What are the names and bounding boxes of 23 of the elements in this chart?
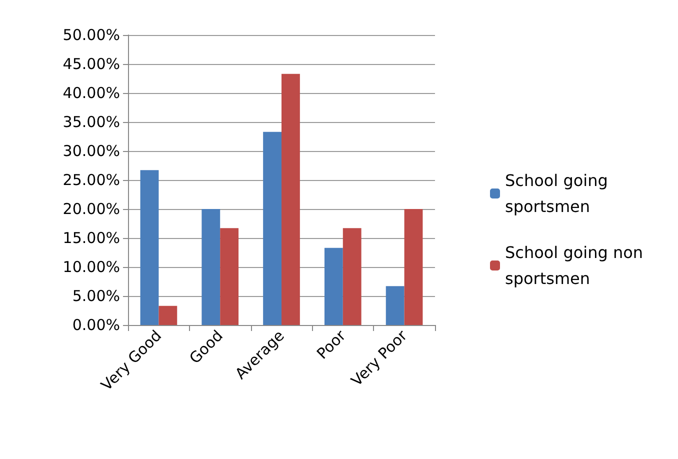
y-tick-label: 45.00% xyxy=(62,55,120,73)
y-tick-label: 40.00% xyxy=(62,84,120,102)
bar xyxy=(282,74,300,325)
y-tick-label: 10.00% xyxy=(62,258,120,276)
bar xyxy=(404,209,423,325)
bar xyxy=(158,306,178,325)
legend-label: School going non sportsmen xyxy=(505,243,648,288)
bar xyxy=(263,132,282,325)
y-tick-label: 5.00% xyxy=(72,287,120,305)
bar xyxy=(220,228,239,325)
y-tick-label: 30.00% xyxy=(62,142,120,160)
y-tick-label: 20.00% xyxy=(62,200,120,218)
y-tick-label: 25.00% xyxy=(62,171,120,189)
y-tick-label: 35.00% xyxy=(62,113,120,131)
bar xyxy=(140,170,159,325)
bar xyxy=(386,286,404,325)
y-tick-label: 50.00% xyxy=(62,26,120,44)
y-tick-label: 15.00% xyxy=(62,229,120,247)
bar xyxy=(324,248,343,325)
bar xyxy=(202,209,220,325)
y-tick-label: 0.00% xyxy=(72,316,120,334)
bar xyxy=(342,228,362,325)
legend-label: School going sportsmen xyxy=(505,171,613,216)
